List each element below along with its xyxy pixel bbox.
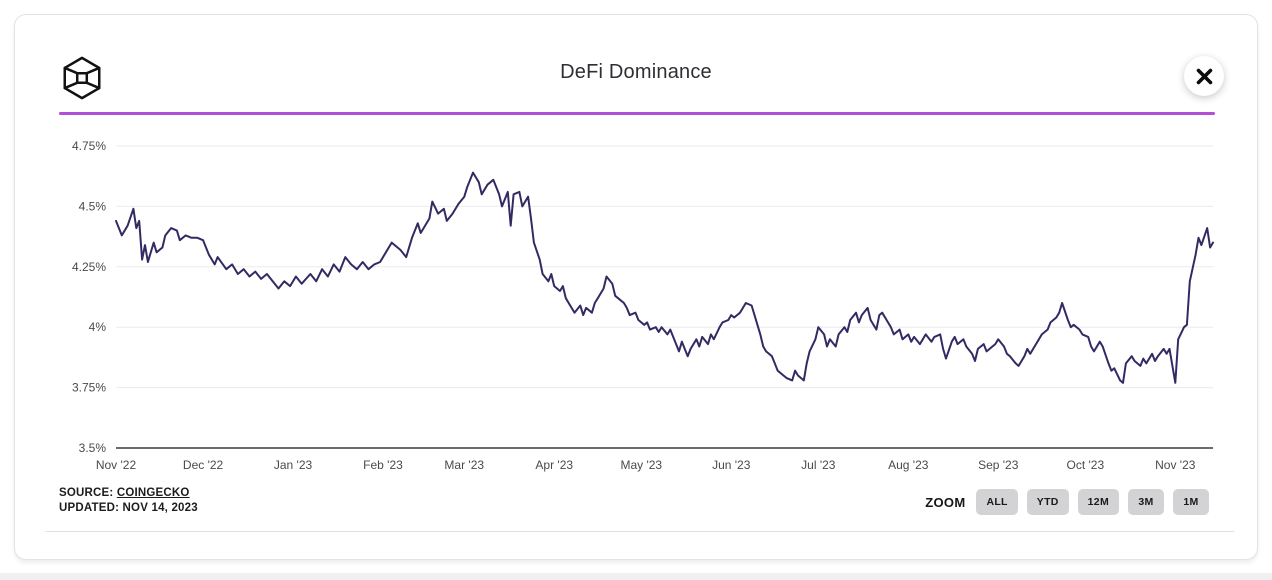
svg-text:3.75%: 3.75% — [72, 381, 106, 395]
zoom-range-button-3m[interactable]: 3M — [1128, 489, 1164, 515]
footer-divider — [45, 531, 1234, 532]
svg-text:Dec '22: Dec '22 — [183, 458, 224, 472]
zoom-range-button-ytd[interactable]: YTD — [1026, 489, 1069, 515]
svg-text:Aug '23: Aug '23 — [888, 458, 929, 472]
svg-text:Apr '23: Apr '23 — [535, 458, 573, 472]
svg-text:3.5%: 3.5% — [79, 441, 107, 455]
svg-text:May '23: May '23 — [620, 458, 662, 472]
source-prefix: SOURCE: — [59, 487, 117, 499]
svg-text:Nov '23: Nov '23 — [1155, 458, 1196, 472]
page-bottom-strip — [0, 573, 1272, 580]
svg-text:Jul '23: Jul '23 — [801, 458, 836, 472]
svg-text:4.25%: 4.25% — [72, 260, 106, 274]
page-title: DeFi Dominance — [560, 61, 712, 83]
zoom-range-button-1m[interactable]: 1M — [1173, 489, 1209, 515]
source-attribution: SOURCE: COINGECKO UPDATED: NOV 14, 2023 — [59, 486, 198, 516]
close-button[interactable] — [1184, 56, 1224, 96]
svg-text:Jun '23: Jun '23 — [712, 458, 751, 472]
svg-text:Feb '23: Feb '23 — [363, 458, 403, 472]
svg-text:Jan '23: Jan '23 — [274, 458, 313, 472]
close-icon — [1196, 68, 1213, 85]
svg-text:4%: 4% — [89, 320, 107, 334]
header-accent-rule — [59, 112, 1215, 115]
zoom-controls: ZOOM ALL YTD 12M 3M 1M — [925, 489, 1209, 515]
updated-timestamp: UPDATED: NOV 14, 2023 — [59, 502, 198, 514]
svg-text:4.75%: 4.75% — [72, 139, 106, 153]
defi-dominance-line-chart: 4.75% 4.5% 4.25% 4% 3.75% 3.5% Nov '22 Dec '22 J… — [72, 139, 1214, 472]
svg-text:4.5%: 4.5% — [79, 199, 107, 213]
chart-modal: DeFi Dominance 4.75% 4.5% 4.25% 4% 3.75% 3.5%… — [14, 14, 1258, 560]
svg-text:Sep '23: Sep '23 — [978, 458, 1019, 472]
zoom-range-button-all[interactable]: ALL — [976, 489, 1018, 515]
zoom-label: ZOOM — [925, 494, 966, 510]
zoom-range-button-12m[interactable]: 12M — [1077, 489, 1119, 515]
the-block-logo — [59, 55, 105, 101]
svg-text:Mar '23: Mar '23 — [444, 458, 484, 472]
source-link[interactable]: COINGECKO — [116, 487, 190, 499]
svg-text:Nov '22: Nov '22 — [96, 458, 137, 472]
svg-text:Oct '23: Oct '23 — [1066, 458, 1104, 472]
